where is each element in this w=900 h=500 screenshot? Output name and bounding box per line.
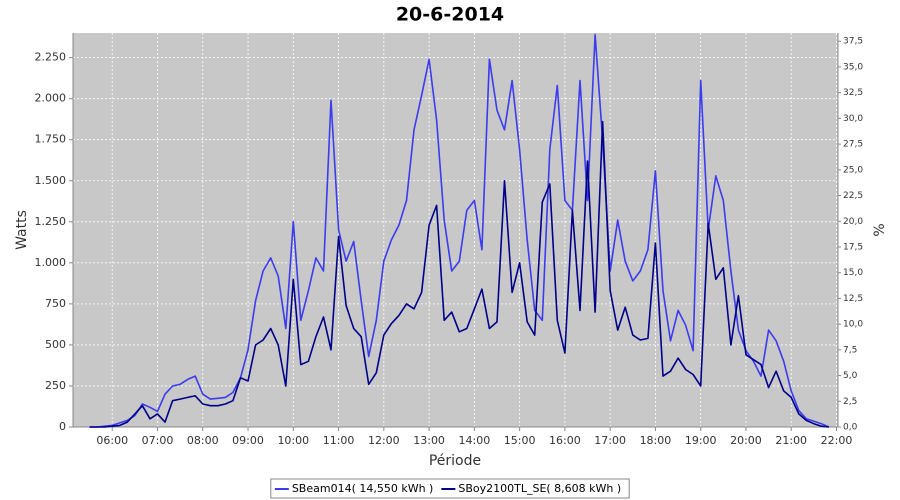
x-tick-label: 08:00 [187,434,219,447]
x-tick-label: 12:00 [368,434,400,447]
x-tick-label: 14:00 [459,434,491,447]
x-tick-label: 22:00 [821,434,853,447]
series-line [89,120,829,428]
y2-tick-label: 12,5 [843,294,863,304]
y2-tick-label: 25,0 [843,165,863,175]
x-tick-label: 09:00 [232,434,264,447]
y2-tick-label: 0,0 [843,423,858,433]
y2-tick-label: 37,5 [843,37,863,47]
x-tick-label: 19:00 [685,434,717,447]
legend-label: SBeam014( 14,550 kWh ) [292,482,434,495]
x-tick-label: 06:00 [96,434,128,447]
y-tick-label: 250 [45,379,66,392]
x-tick-label: 15:00 [504,434,536,447]
x-axis-title: Période [429,453,481,469]
y2-tick-label: 15,0 [843,268,863,278]
y-tick-label: 1.500 [35,174,67,187]
y2-tick-label: 20,0 [843,217,863,227]
y-tick-label: 1.750 [35,133,67,146]
x-tick-label: 21:00 [775,434,807,447]
y-axis-title: Watts [14,210,30,250]
y-tick-label: 2.000 [35,92,67,105]
y-tick-label: 500 [45,338,66,351]
y2-tick-label: 30,0 [843,114,863,124]
y2-tick-label: 22,5 [843,191,863,201]
x-tick-label: 16:00 [549,434,581,447]
y-tick-label: 750 [45,297,66,310]
y2-tick-label: 2,5 [843,397,857,407]
y2-tick-label: 27,5 [843,140,863,150]
y2-tick-label: 35,0 [843,62,863,72]
y2-tick-label: 10,0 [843,320,863,330]
x-tick-label: 20:00 [730,434,762,447]
x-tick-label: 18:00 [640,434,672,447]
y2-tick-label: 17,5 [843,242,863,252]
x-tick-label: 11:00 [323,434,355,447]
y-tick-label: 0 [59,420,66,433]
plot-area [73,33,838,427]
y-tick-label: 1.000 [35,256,67,269]
y2-tick-label: 32,5 [843,88,863,98]
x-tick-label: 17:00 [594,434,626,447]
x-tick-label: 13:00 [413,434,445,447]
y-tick-label: 2.250 [35,51,67,64]
x-tick-label: 10:00 [277,434,309,447]
y-tick-label: 1.250 [35,215,67,228]
legend-label: SBoy2100TL_SE( 8,608 kWh ) [458,482,621,495]
chart-title: 20-6-2014 [396,4,504,26]
x-tick-label: 07:00 [142,434,174,447]
series-line [89,33,830,428]
y2-tick-label: 7,5 [843,345,857,355]
y2-tick-label: 5,0 [843,371,858,381]
legend: SBeam014( 14,550 kWh ) SBoy2100TL_SE( 8,6… [270,478,630,499]
y2-axis-title: % [872,223,888,236]
